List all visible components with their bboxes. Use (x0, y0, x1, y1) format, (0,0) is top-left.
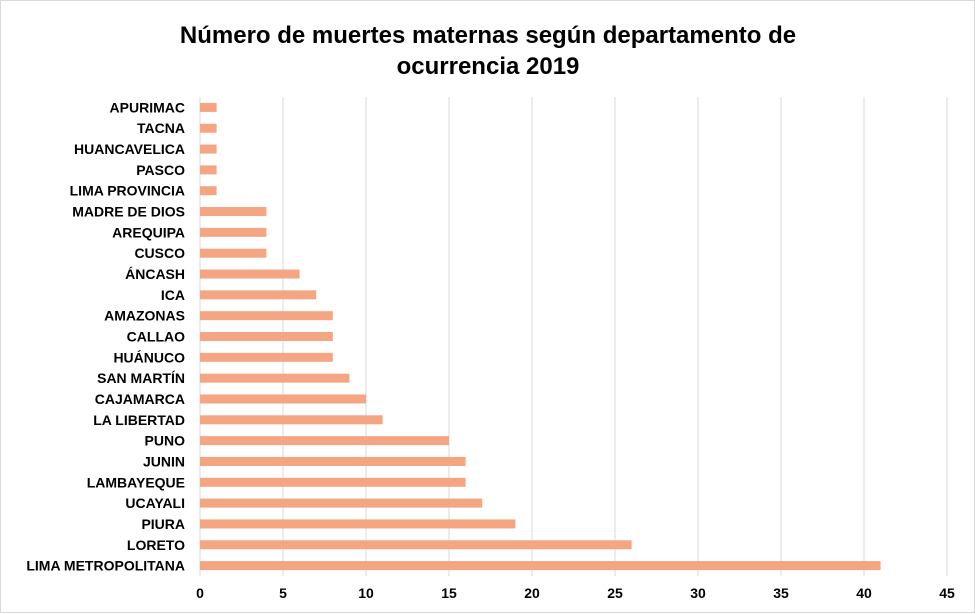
x-tick-label: 35 (773, 585, 789, 601)
category-label: LORETO (127, 537, 185, 553)
x-tick-label: 45 (939, 585, 955, 601)
bar (200, 144, 217, 154)
bar (200, 394, 366, 404)
x-tick-label: 0 (196, 585, 204, 601)
x-tick-label: 5 (279, 585, 287, 601)
category-label: CALLAO (127, 329, 185, 345)
category-label: UCAYALI (125, 495, 185, 511)
category-label: TACNA (137, 120, 185, 136)
category-label: HUANCAVELICA (74, 141, 185, 157)
chart-title: Número de muertes maternas según departa… (180, 22, 796, 80)
bar (200, 290, 317, 300)
bar (200, 415, 383, 425)
category-label: CUSCO (134, 245, 185, 261)
x-tick-label: 40 (856, 585, 872, 601)
bars (200, 102, 881, 571)
category-label: LIMA METROPOLITANA (26, 558, 185, 574)
bar (200, 248, 267, 258)
bar (200, 227, 267, 237)
bar (200, 123, 217, 133)
gridlines (199, 97, 948, 576)
category-label: CAJAMARCA (95, 391, 185, 407)
category-label: SAN MARTÍN (97, 370, 185, 386)
category-label: MADRE DE DIOS (72, 204, 185, 220)
chart-title-line-1: Número de muertes maternas según departa… (180, 22, 796, 49)
category-label: HUÁNUCO (113, 349, 185, 365)
bar (200, 498, 483, 508)
category-label: APURIMAC (110, 99, 185, 115)
x-tick-label: 25 (607, 585, 623, 601)
bar (200, 477, 466, 487)
bar (200, 519, 516, 529)
category-label: PASCO (136, 162, 185, 178)
bar (200, 436, 449, 446)
x-tick-label: 10 (358, 585, 374, 601)
category-label: AMAZONAS (104, 308, 185, 324)
bar (200, 373, 350, 383)
category-label: PUNO (145, 433, 186, 449)
bar (200, 352, 333, 362)
category-label: LIMA PROVINCIA (70, 183, 185, 199)
bar (200, 165, 217, 175)
category-labels: APURIMAC TACNA HUANCAVELICA PASCO LIMA PROVI… (26, 99, 185, 573)
category-label: ICA (161, 287, 185, 303)
category-label: PIURA (141, 516, 185, 532)
bar (200, 207, 267, 217)
bar (200, 456, 466, 466)
category-label: LAMBAYEQUE (87, 474, 185, 490)
category-label: JUNIN (143, 453, 185, 469)
x-tick-label: 20 (524, 585, 540, 601)
bar (200, 269, 300, 279)
category-label: AREQUIPA (112, 224, 185, 240)
x-tick-labels: 0 5 10 15 20 25 30 35 40 45 (196, 585, 955, 601)
category-label: LA LIBERTAD (93, 412, 185, 428)
chart-title-line-2: ocurrencia 2019 (397, 53, 580, 80)
category-label: ÁNCASH (125, 266, 185, 282)
x-tick-label: 15 (441, 585, 457, 601)
bar (200, 561, 881, 571)
bar (200, 311, 333, 321)
bar (200, 186, 217, 196)
x-tick-label: 30 (690, 585, 706, 601)
bar (200, 540, 632, 550)
bar (200, 332, 333, 341)
bar (200, 102, 217, 112)
